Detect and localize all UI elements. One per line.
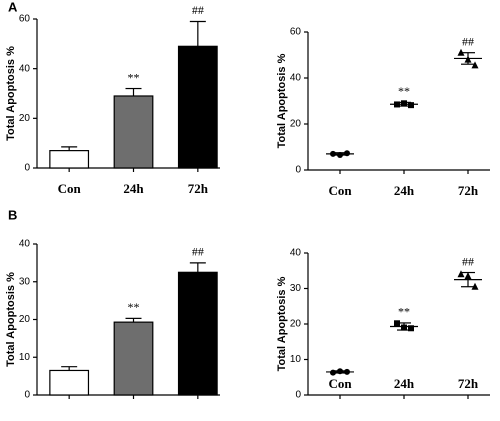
y-tick-label: 0	[24, 390, 30, 401]
data-point	[471, 61, 479, 69]
significance-label: ##	[462, 34, 474, 48]
y-tick-label: 30	[290, 283, 302, 294]
data-point	[408, 325, 414, 332]
y-tick-label: 30	[19, 276, 31, 287]
y-axis-label: Total Apoptosis %	[5, 46, 17, 141]
x-tick-label: 24h	[394, 376, 415, 391]
y-tick-label: 0	[295, 390, 301, 401]
y-tick-label: 40	[290, 73, 302, 84]
y-tick-label: 20	[290, 119, 302, 130]
bar	[113, 95, 154, 169]
y-axis-label: Total Apoptosis %	[276, 53, 288, 148]
y-tick-label: 40	[19, 239, 31, 250]
significance-label: **	[128, 70, 140, 84]
panel-label: B	[8, 207, 17, 222]
bar	[177, 271, 218, 396]
y-tick-label: 60	[19, 14, 31, 25]
bar	[49, 150, 90, 169]
y-tick-label: 20	[19, 314, 31, 325]
significance-label: ##	[192, 3, 204, 17]
y-tick-label: 20	[290, 319, 302, 330]
panel-label: A	[8, 0, 18, 14]
y-axis-label: Total Apoptosis %	[276, 276, 288, 371]
y-tick-label: 20	[19, 113, 31, 124]
bar	[49, 369, 90, 396]
bar	[113, 321, 154, 396]
significance-label: **	[398, 84, 410, 98]
y-tick-label: 40	[19, 63, 31, 74]
significance-label: **	[398, 305, 410, 319]
x-tick-label: 72h	[458, 183, 479, 198]
x-tick-label: 24h	[394, 183, 415, 198]
x-tick-label: 24h	[123, 181, 144, 196]
y-tick-label: 40	[290, 248, 302, 259]
y-tick-label: 0	[295, 165, 301, 176]
y-tick-label: 10	[19, 352, 31, 363]
significance-label: ##	[192, 245, 204, 259]
data-point	[408, 102, 414, 109]
y-axis-label: Total Apoptosis %	[5, 272, 17, 367]
x-tick-label: Con	[58, 181, 82, 196]
x-tick-label: 72h	[188, 181, 209, 196]
x-tick-label: Con	[328, 376, 352, 391]
y-tick-label: 0	[24, 163, 30, 174]
data-point	[457, 270, 465, 278]
x-tick-label: Con	[328, 183, 352, 198]
significance-label: ##	[462, 254, 474, 268]
x-tick-label: 72h	[458, 376, 479, 391]
y-tick-label: 60	[290, 27, 302, 38]
y-tick-label: 10	[290, 354, 302, 365]
significance-label: **	[128, 300, 140, 314]
bar	[177, 45, 218, 169]
